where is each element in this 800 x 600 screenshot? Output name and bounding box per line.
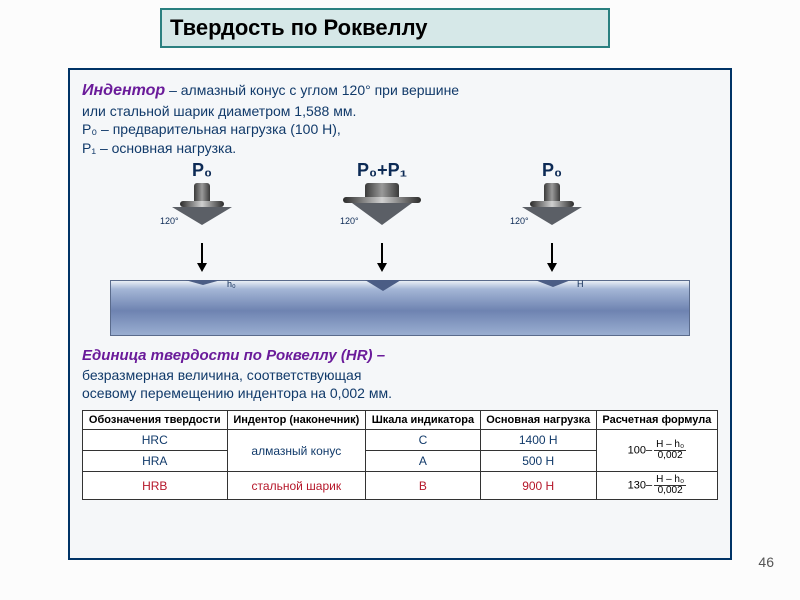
- indenter-stage-2: P₀ 120°: [492, 160, 612, 272]
- indentation-mark: [535, 280, 571, 287]
- indenter-stage-0: P₀ 120°: [142, 160, 262, 272]
- th-scale: Шкала индикатора: [366, 411, 480, 430]
- indentation-mark: [365, 280, 401, 291]
- indenter-cone-icon: [522, 207, 582, 225]
- unit-term: Единица твердости по Роквеллу (HR) –: [82, 347, 385, 364]
- cell-load: 900 Н: [480, 472, 596, 500]
- cell-scale: C: [366, 430, 480, 451]
- indenter-cone-icon: [352, 203, 412, 225]
- indentation-mark: [185, 280, 221, 285]
- indenter-shaft: [544, 183, 560, 201]
- intro-p0: P₀ – предварительная нагрузка (100 Н),: [82, 121, 341, 137]
- th-indenter: Индентор (наконечник): [227, 411, 366, 430]
- depth-label: h₀: [227, 279, 236, 289]
- indenter-shaft: [194, 183, 210, 201]
- cell-code: HRB: [83, 472, 228, 500]
- intro-line2: или стальной шарик диаметром 1,588 мм.: [82, 103, 356, 119]
- sample-specimen: h₀ H: [110, 280, 690, 336]
- title-bar: Твердость по Роквеллу: [160, 8, 610, 48]
- th-code: Обозначения твердости: [83, 411, 228, 430]
- indenter-load-label: P₀: [492, 160, 612, 181]
- load-arrow-icon: [381, 243, 383, 265]
- indenter-diagram: h₀ H P₀ 120° P₀+P₁ 120° P₀ 120°: [82, 160, 718, 338]
- indenter-stage-1: P₀+P₁ 120°: [322, 160, 442, 272]
- intro-term: Индентор: [82, 82, 165, 99]
- cell-indenter: алмазный конус: [227, 430, 366, 472]
- intro-block: Индентор – алмазный конус с углом 120° п…: [82, 80, 718, 158]
- cone-angle-label: 120°: [340, 216, 359, 226]
- th-formula: Расчетная формула: [596, 411, 717, 430]
- cell-scale: B: [366, 472, 480, 500]
- intro-p1: P₁ – основная нагрузка.: [82, 140, 236, 156]
- unit-line1: безразмерная величина, соответствующая: [82, 367, 361, 383]
- table-row: HRBстальной шарикB900 Н130–H – h₀0,002: [83, 472, 718, 500]
- page-title: Твердость по Роквеллу: [170, 15, 428, 41]
- load-arrow-icon: [201, 243, 203, 265]
- cell-code: HRA: [83, 451, 228, 472]
- th-load: Основная нагрузка: [480, 411, 596, 430]
- indenter-load-label: P₀: [142, 160, 262, 181]
- unit-line2: осевому перемещению индентора на 0,002 м…: [82, 385, 392, 401]
- cone-angle-label: 120°: [510, 216, 529, 226]
- page-number: 46: [758, 554, 774, 570]
- indenter-shaft: [365, 183, 399, 197]
- cell-formula: 130–H – h₀0,002: [596, 472, 717, 500]
- load-arrowhead-icon: [197, 263, 207, 272]
- indenter-load-label: P₀+P₁: [322, 160, 442, 181]
- unit-block: Единица твердости по Роквеллу (HR) – без…: [82, 346, 718, 402]
- load-arrowhead-icon: [547, 263, 557, 272]
- depth-label: H: [577, 279, 584, 289]
- cell-load: 1400 Н: [480, 430, 596, 451]
- cone-angle-label: 120°: [160, 216, 179, 226]
- cell-code: HRC: [83, 430, 228, 451]
- table-row: HRCалмазный конусC1400 Н100–H – h₀0,002: [83, 430, 718, 451]
- intro-line1: алмазный конус с углом 120° при вершине: [181, 82, 459, 98]
- cell-formula: 100–H – h₀0,002: [596, 430, 717, 472]
- cell-load: 500 Н: [480, 451, 596, 472]
- hardness-table: Обозначения твердости Индентор (наконечн…: [82, 410, 718, 500]
- indenter-cone-icon: [172, 207, 232, 225]
- cell-indenter: стальной шарик: [227, 472, 366, 500]
- load-arrow-icon: [551, 243, 553, 265]
- figure-panel: Индентор – алмазный конус с углом 120° п…: [68, 68, 732, 560]
- load-arrowhead-icon: [377, 263, 387, 272]
- cell-scale: A: [366, 451, 480, 472]
- intro-dash: –: [165, 82, 181, 98]
